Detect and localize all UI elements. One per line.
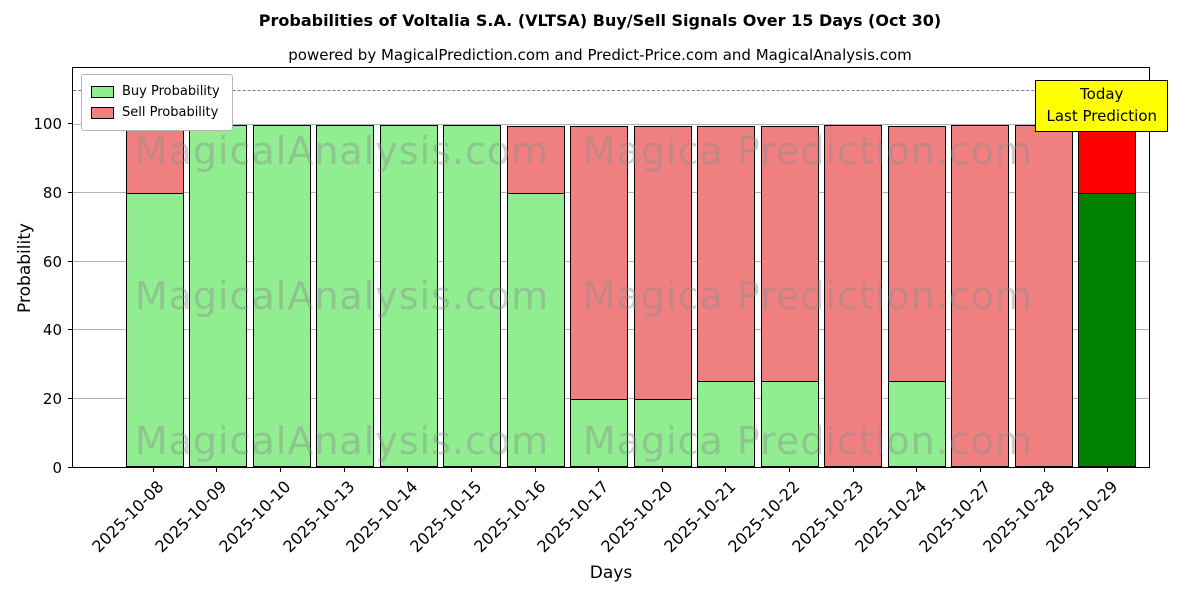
sell-segment [125,125,184,195]
chart-subtitle: powered by MagicalPrediction.com and Pre… [288,46,912,64]
y-tick-label: 100 [33,115,62,134]
sell-segment [633,125,692,400]
sell-segment [824,124,883,467]
buy-segment [252,124,311,467]
buy-segment [189,124,248,467]
x-tick: 2025-10-27 [915,468,1013,578]
sell-segment [570,125,629,400]
y-tick-mark [68,467,72,468]
x-tick: 2025-10-22 [724,468,822,578]
buy-segment [125,193,184,467]
buy-segment [443,124,502,467]
x-tick: 2025-10-09 [152,468,250,578]
sell-segment [1014,124,1073,467]
x-axis-ticks: 2025-10-08 2025-10-09 2025-10-10 2025-10-13… [72,468,1150,578]
x-tick: 2025-10-28 [979,468,1077,578]
buy-segment [887,381,946,467]
legend-label-buy: Buy Probability [122,84,220,99]
x-tick: 2025-10-23 [788,468,886,578]
y-tick-mark [68,123,72,125]
bars-layer [73,68,1149,467]
legend-item-buy: Buy Probability [91,81,220,102]
sell-segment [951,124,1010,467]
buy-segment [1078,193,1137,467]
x-tick: 2025-10-16 [470,468,568,578]
x-tick: 2025-10-20 [597,468,695,578]
sell-segment [887,125,946,383]
y-tick-label: 0 [52,459,62,477]
buy-segment [633,398,692,467]
sell-segment [1078,125,1137,195]
bar-2025-10-21 [695,68,759,467]
bar-2025-10-17 [568,68,632,467]
legend-item-sell: Sell Probability [91,102,220,123]
x-tick: 2025-10-17 [533,468,631,578]
bar-2025-10-22 [758,68,822,467]
legend-swatch-sell-icon [91,107,114,120]
sell-segment [697,125,756,383]
x-tick: 2025-10-29 [1042,468,1140,578]
buy-segment [570,398,629,467]
x-tick: 2025-10-08 [88,468,186,578]
x-tick: 2025-10-10 [215,468,313,578]
bar-2025-10-16 [504,68,568,467]
buy-segment [760,381,819,467]
bar-2025-10-23 [822,68,886,467]
y-tick-mark [68,260,72,262]
y-tick-label: 80 [42,183,62,202]
today-annotation-line2: Last Prediction [1046,106,1157,125]
bar-2025-10-28 [1012,68,1076,467]
y-tick-mark [68,191,72,193]
bar-2025-10-14 [377,68,441,467]
buy-segment [506,193,565,467]
legend: Buy Probability Sell Probability [81,74,233,131]
x-tick: 2025-10-13 [279,468,377,578]
buy-segment [697,381,756,467]
legend-label-sell: Sell Probability [122,105,219,121]
y-tick-label: 40 [42,321,62,340]
sell-segment [760,125,819,383]
gridline [73,123,1149,125]
dashed-threshold-line [73,89,1149,91]
y-tick-label: 60 [42,252,62,271]
x-tick: 2025-10-15 [406,468,504,578]
today-annotation: Today Last Prediction [1035,80,1168,132]
bar-2025-10-24 [885,68,949,467]
bar-2025-10-20 [631,68,695,467]
x-axis-label: Days [589,563,633,583]
sell-segment [506,125,565,195]
y-tick-label: 20 [42,390,62,409]
y-tick-mark [68,398,72,400]
y-tick-mark [68,329,72,331]
plot-area: MagicalAnalysis.com Magica Prediction.com… [72,67,1150,468]
x-tick: 2025-10-21 [661,468,759,578]
buy-segment [379,124,438,467]
bar-2025-10-27 [949,68,1013,467]
today-annotation-line1: Today [1080,85,1124,103]
bar-2025-10-10 [250,68,314,467]
x-tick: 2025-10-14 [343,468,441,578]
bar-2025-10-13 [314,68,378,467]
y-axis-ticks: 0 20 40 60 80 100 [0,67,72,477]
buy-segment [316,124,375,467]
bar-2025-10-15 [441,68,505,467]
legend-swatch-buy-icon [91,85,114,98]
bar-2025-10-29 [1076,68,1140,467]
chart-title: Probabilities of Voltalia S.A. (VLTSA) B… [258,11,942,30]
x-tick: 2025-10-24 [852,468,950,578]
